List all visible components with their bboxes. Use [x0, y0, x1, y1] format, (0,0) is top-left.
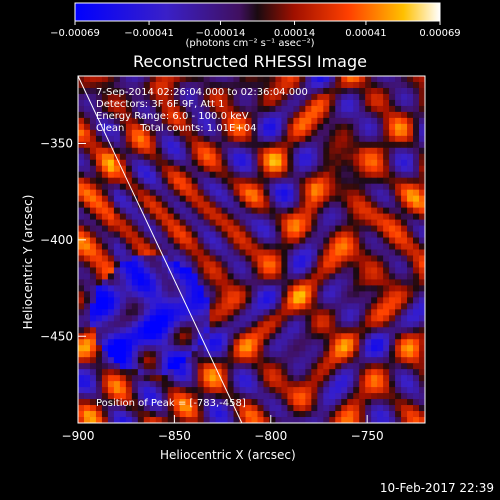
colorbar-tick-label: −0.00014 — [196, 28, 246, 39]
axis-ticks: −900 −850 −800 −750 −350 −400 −450 — [40, 136, 384, 443]
time-range-text: 7-Sep-2014 02:26:04.000 to 02:36:04.000 — [96, 87, 308, 98]
colorbar-tick-label: 0.00041 — [345, 28, 386, 39]
x-tick-label: −850 — [158, 429, 191, 443]
colorbar-tick-label: 0.00014 — [274, 28, 315, 39]
colorbar-units-label: (photons cm⁻² s⁻¹ asec⁻²) — [185, 38, 315, 49]
x-tick-label: −800 — [254, 429, 287, 443]
colorbar-ticks: −0.00069 −0.00041 −0.00014 0.00014 0.00041 0.… — [50, 21, 461, 39]
heatmap — [78, 76, 425, 423]
energy-range-text: Energy Range: 6.0 - 100.0 keV — [96, 111, 249, 122]
y-tick-label: −400 — [40, 233, 73, 247]
peak-position-text: Position of Peak = [-783,-458] — [96, 398, 246, 409]
x-tick-label: −900 — [62, 429, 95, 443]
plot-frame — [77, 75, 426, 424]
x-tick-label: −750 — [351, 429, 384, 443]
y-axis-label: Heliocentric Y (arcsec) — [21, 194, 35, 330]
chart-title: Reconstructed RHESSI Image — [133, 52, 367, 71]
y-tick-label: −350 — [40, 136, 73, 150]
colorbar-tick-label: −0.00069 — [50, 28, 100, 39]
colorbar — [74, 2, 441, 22]
detectors-text: Detectors: 3F 6F 9F, Att 1 — [96, 99, 225, 110]
limb-line — [77, 75, 243, 424]
colorbar-tick-label: −0.00041 — [124, 28, 174, 39]
clean-counts-text: Clean Total counts: 1.01E+04 — [96, 123, 257, 134]
footer-timestamp: 10-Feb-2017 22:39 — [379, 481, 494, 495]
x-axis-label: Heliocentric X (arcsec) — [160, 448, 296, 462]
colorbar-tick-label: 0.00069 — [419, 28, 460, 39]
y-tick-label: −450 — [40, 329, 73, 343]
